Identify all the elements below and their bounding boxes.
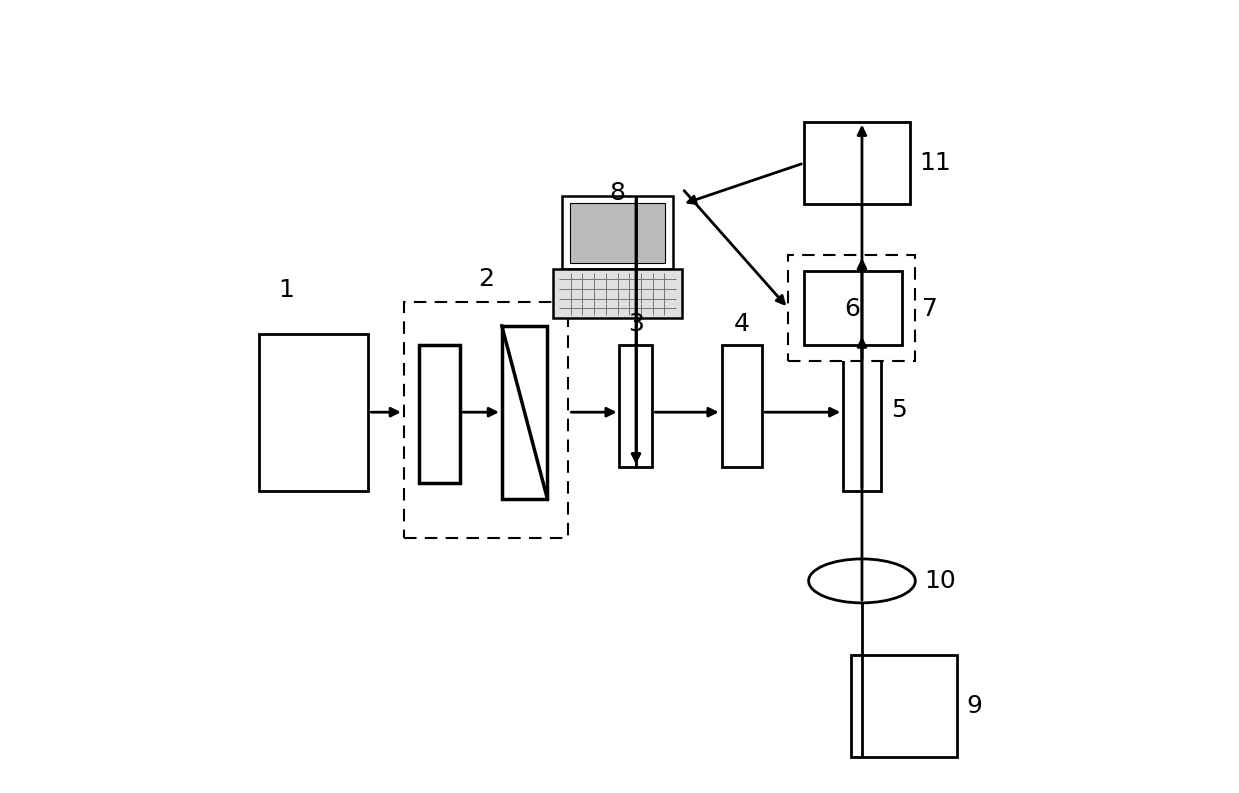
Bar: [804, 271, 902, 346]
Bar: [788, 255, 916, 361]
Text: 5: 5: [891, 398, 907, 422]
Bar: [553, 270, 683, 318]
Bar: [620, 346, 653, 467]
Text: 1: 1: [278, 278, 294, 302]
Text: 3: 3: [628, 312, 644, 336]
Bar: [502, 326, 548, 499]
Bar: [843, 334, 881, 491]
Text: 6: 6: [845, 297, 861, 320]
Text: 4: 4: [733, 312, 750, 336]
Text: 10: 10: [924, 569, 955, 593]
Bar: [563, 197, 673, 270]
Bar: [851, 656, 957, 757]
Text: 11: 11: [919, 151, 952, 175]
Bar: [259, 334, 368, 491]
Bar: [804, 122, 909, 205]
Text: 8: 8: [610, 181, 626, 205]
Bar: [570, 203, 665, 263]
Bar: [721, 346, 762, 467]
Text: 7: 7: [922, 297, 938, 320]
Text: 9: 9: [966, 695, 983, 718]
Text: 2: 2: [478, 266, 494, 290]
Bar: [404, 302, 569, 538]
Ellipse shape: [809, 559, 916, 603]
Bar: [420, 346, 460, 483]
